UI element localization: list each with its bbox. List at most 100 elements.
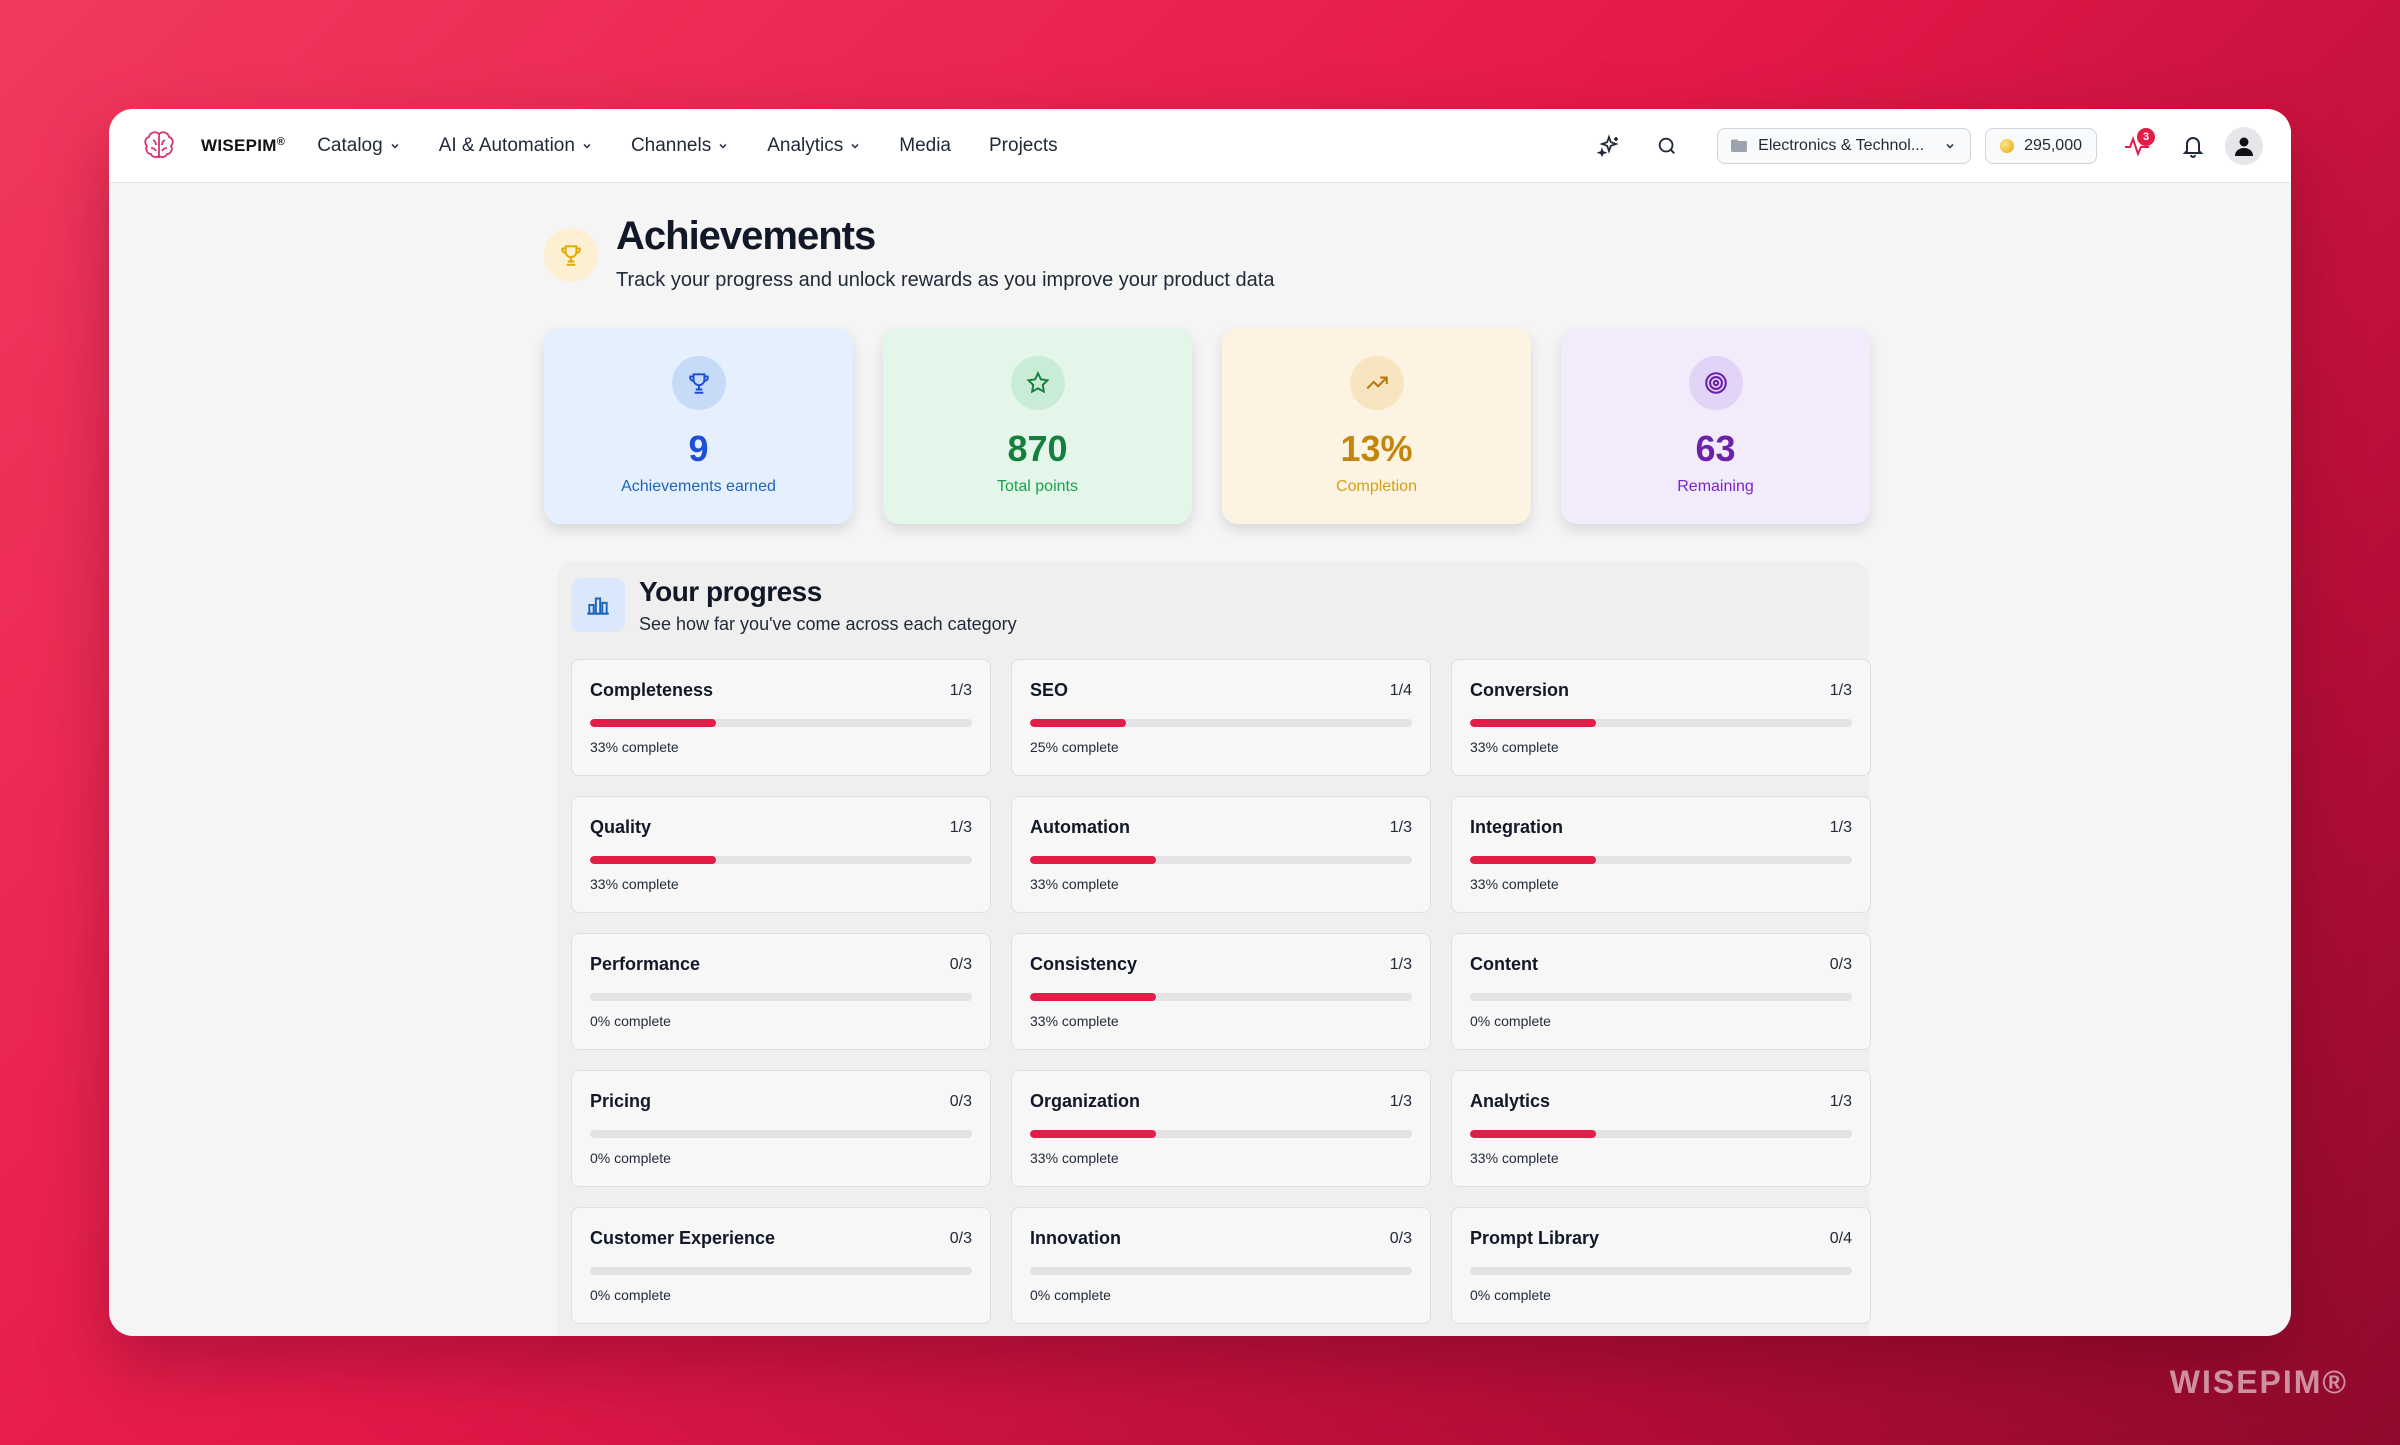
nav-item-analytics[interactable]: Analytics — [767, 135, 861, 157]
category-progress-fill — [1470, 719, 1597, 727]
top-navbar: WISEPIM® Catalog AI & Automation Channels A… — [109, 109, 2291, 183]
stat-value: 13% — [1340, 428, 1413, 469]
category-card[interactable]: Performance 0/3 0% complete — [571, 933, 991, 1050]
stat-remaining: 63 Remaining — [1561, 328, 1870, 524]
activity-badge: 3 — [2137, 127, 2155, 146]
star-icon — [1025, 371, 1050, 394]
nav-item-media[interactable]: Media — [899, 135, 951, 157]
ai-sparkle-button[interactable] — [1589, 126, 1629, 166]
category-card[interactable]: Organization 1/3 33% complete — [1011, 1070, 1431, 1187]
main-nav: Catalog AI & Automation Channels Analytics M… — [317, 135, 1057, 157]
category-fraction: 0/3 — [1389, 1229, 1412, 1247]
category-name: Integration — [1470, 817, 1563, 837]
category-fraction: 1/3 — [949, 818, 972, 836]
stat-icon-circle — [1688, 356, 1743, 410]
category-card-header: Completeness 1/3 — [590, 680, 972, 701]
category-fraction: 1/3 — [1389, 1092, 1412, 1110]
category-card[interactable]: Automation 1/3 33% complete — [1011, 796, 1431, 913]
category-card-header: Quality 1/3 — [590, 817, 972, 838]
progress-panel: Your progress See how far you've come ac… — [557, 562, 1871, 1336]
category-fraction: 1/3 — [1389, 818, 1412, 836]
nav-item-label: Catalog — [317, 134, 383, 156]
stat-label: Completion — [1336, 478, 1417, 495]
app-window: WISEPIM® Catalog AI & Automation Channels A… — [109, 109, 2291, 1336]
category-progress-bar — [590, 856, 972, 864]
target-icon — [1704, 372, 1727, 394]
category-card[interactable]: Innovation 0/3 0% complete — [1011, 1207, 1431, 1324]
category-progress-fill — [1030, 856, 1157, 864]
category-fraction: 0/3 — [1829, 955, 1852, 973]
activity-button[interactable]: 3 — [2117, 126, 2157, 166]
brand[interactable]: WISEPIM® — [139, 126, 285, 166]
category-percent-label: 0% complete — [1470, 1287, 1551, 1303]
category-card[interactable]: Content 0/3 0% complete — [1451, 933, 1871, 1050]
brand-name: WISEPIM® — [201, 135, 286, 155]
category-percent-label: 0% complete — [590, 1150, 671, 1166]
category-percent-label: 33% complete — [590, 739, 679, 755]
credits-value: 295,000 — [2024, 136, 2082, 154]
nav-item-label: Projects — [989, 134, 1058, 156]
notifications-button[interactable] — [2173, 126, 2213, 166]
main-content: Achievements Track your progress and unl… — [534, 214, 1872, 1336]
nav-item-catalog[interactable]: Catalog — [317, 135, 401, 157]
category-card[interactable]: Prompt Library 0/4 0% complete — [1451, 1207, 1871, 1324]
category-card-header: Innovation 0/3 — [1030, 1228, 1412, 1249]
category-progress-bar — [590, 993, 972, 1001]
category-card-header: Conversion 1/3 — [1470, 680, 1852, 701]
stat-value: 63 — [1695, 428, 1736, 469]
search-button[interactable] — [1647, 126, 1687, 166]
category-card[interactable]: Pricing 0/3 0% complete — [571, 1070, 991, 1187]
category-card[interactable]: Quality 1/3 33% complete — [571, 796, 991, 913]
category-card-header: Content 0/3 — [1470, 954, 1852, 975]
category-card[interactable]: Conversion 1/3 33% complete — [1451, 659, 1871, 776]
credits-balance[interactable]: 295,000 — [1985, 127, 2097, 164]
category-card-header: Prompt Library 0/4 — [1470, 1228, 1852, 1249]
category-fraction: 1/4 — [1389, 681, 1412, 699]
category-name: Content — [1470, 954, 1538, 974]
stat-completion: 13% Completion — [1222, 328, 1531, 524]
category-card[interactable]: SEO 1/4 25% complete — [1011, 659, 1431, 776]
category-card[interactable]: Integration 1/3 33% complete — [1451, 796, 1871, 913]
nav-item-projects[interactable]: Projects — [989, 135, 1058, 157]
watermark: WISEPIM® — [2169, 1364, 2348, 1400]
user-avatar[interactable] — [2225, 126, 2263, 165]
category-card-header: Organization 1/3 — [1030, 1091, 1412, 1112]
category-percent-label: 33% complete — [1030, 876, 1119, 892]
nav-item-channels[interactable]: Channels — [631, 135, 729, 157]
category-card[interactable]: Consistency 1/3 33% complete — [1011, 933, 1431, 1050]
category-fraction: 1/3 — [1389, 955, 1412, 973]
category-percent-label: 0% complete — [1470, 1013, 1551, 1029]
bar-chart-icon — [587, 597, 609, 615]
category-progress-bar — [1470, 1130, 1852, 1138]
category-fraction: 0/4 — [1829, 1229, 1852, 1247]
category-progress-bar — [1470, 1267, 1852, 1275]
category-card[interactable]: Analytics 1/3 33% complete — [1451, 1070, 1871, 1187]
nav-item-ai-automation[interactable]: AI & Automation — [439, 135, 593, 157]
stat-value: 870 — [1007, 428, 1068, 469]
progress-header: Your progress See how far you've come ac… — [571, 576, 1855, 635]
category-fraction: 1/3 — [1829, 681, 1852, 699]
category-progress-bar — [1030, 719, 1412, 727]
category-percent-label: 33% complete — [1030, 1013, 1119, 1029]
stat-achievements-earned: 9 Achievements earned — [544, 328, 853, 524]
category-card-header: Customer Experience 0/3 — [590, 1228, 972, 1249]
category-progress-fill — [1030, 1130, 1157, 1138]
stat-icon-circle — [1349, 356, 1404, 410]
category-progress-fill — [590, 719, 717, 727]
category-card[interactable]: Customer Experience 0/3 0% complete — [571, 1207, 991, 1324]
nav-item-label: Analytics — [767, 134, 844, 156]
category-progress-fill — [1470, 856, 1597, 864]
category-name: Completeness — [590, 680, 714, 700]
category-name: Innovation — [1030, 1228, 1121, 1248]
stat-value: 9 — [688, 428, 709, 469]
category-name: Consistency — [1030, 954, 1138, 974]
category-percent-label: 0% complete — [1030, 1287, 1111, 1303]
category-card[interactable]: Completeness 1/3 33% complete — [571, 659, 991, 776]
stat-total-points: 870 Total points — [883, 328, 1192, 524]
trending-up-icon — [1366, 376, 1388, 390]
organization-select[interactable]: Electronics & Technol... — [1717, 127, 1972, 164]
category-percent-label: 0% complete — [590, 1287, 671, 1303]
trophy-icon — [561, 245, 581, 266]
category-name: SEO — [1030, 680, 1069, 700]
category-card-header: Automation 1/3 — [1030, 817, 1412, 838]
